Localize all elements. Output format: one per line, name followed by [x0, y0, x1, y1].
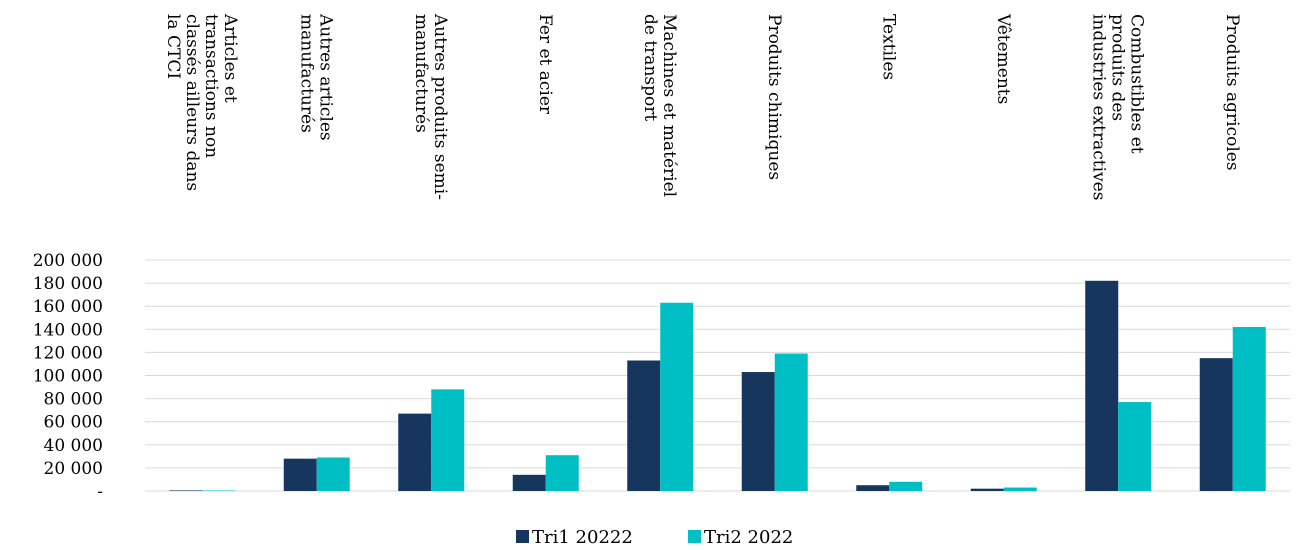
category-label: Vêtements	[993, 13, 1013, 104]
category-label-line: Combustibles et	[1126, 14, 1146, 154]
bar-tri2	[774, 353, 808, 491]
y-tick-label: 120 000	[33, 343, 103, 363]
bar-tri1	[512, 474, 546, 491]
category-label-line: Vêtements	[993, 13, 1013, 104]
y-tick-label: 140 000	[33, 320, 103, 340]
category-label: Autres produits semi-manufacturés	[411, 13, 450, 200]
category-label-line: Machines et matériel	[659, 14, 679, 197]
bar-tri1	[1085, 280, 1119, 491]
category-label-line: industries extractives	[1088, 14, 1108, 200]
y-tick-label: 160 000	[33, 297, 103, 317]
bar-tri2	[202, 490, 236, 491]
category-label: Fer et acier	[535, 14, 555, 115]
bar-tri1	[627, 360, 661, 491]
category-label-line: Articles et	[220, 13, 240, 103]
y-tick-label: 60 000	[44, 413, 103, 433]
y-tick-label: 100 000	[33, 367, 103, 387]
category-label-line: de transport	[640, 14, 660, 121]
category-label-line: produits des	[1107, 14, 1127, 121]
category-label-line: Autres produits semi-	[430, 13, 450, 200]
bar-tri2	[660, 302, 694, 491]
bar-tri1	[283, 458, 317, 491]
bar-tri2	[1118, 402, 1152, 491]
category-label-line: Produits agricoles	[1222, 14, 1242, 171]
y-tick-label: 180 000	[33, 274, 103, 294]
legend-item: Tri1 20222	[516, 527, 633, 548]
category-label: Produits agricoles	[1222, 14, 1242, 171]
bar-tri2	[1232, 326, 1266, 491]
legend: Tri1 20222 Tri2 2022	[516, 527, 793, 548]
y-tick-label: 20 000	[44, 459, 103, 479]
y-tick-label: 200 000	[33, 251, 103, 271]
legend-swatch	[516, 530, 529, 543]
bar-tri1	[398, 413, 432, 491]
y-tick-label: 80 000	[44, 390, 103, 410]
y-tick-label: -	[97, 482, 103, 502]
category-label-line: Textiles	[878, 14, 898, 80]
category-label-line: manufacturés	[411, 14, 431, 133]
category-label-line: Fer et acier	[535, 14, 555, 115]
bar-tri1	[1199, 358, 1233, 491]
bar-tri1	[856, 485, 890, 491]
bar-tri2	[889, 481, 923, 491]
bar-tri2	[1003, 487, 1037, 491]
bars	[169, 280, 1266, 491]
category-label-line: manufacturés	[296, 14, 316, 133]
legend-label: Tri1 20222	[532, 527, 633, 548]
legend-item: Tri2 2022	[688, 527, 793, 548]
y-tick-label: 40 000	[44, 436, 103, 456]
bar-tri2	[316, 457, 350, 491]
bar-tri1	[741, 372, 775, 491]
bar-tri2	[431, 389, 465, 491]
category-label-line: la CTCI	[163, 14, 183, 79]
bar-tri2	[545, 455, 579, 491]
legend-swatch	[688, 530, 701, 543]
category-label: Textiles	[878, 14, 898, 80]
bar-tri1	[169, 490, 203, 491]
y-axis-tick-labels: - 20 000 40 000 60 000 80 000 100 000 120 000 1…	[33, 251, 103, 502]
category-label-line: classés ailleurs dans	[182, 14, 202, 191]
category-label-line: Produits chimiques	[764, 14, 784, 180]
category-label: Produits chimiques	[764, 14, 784, 180]
category-label-line: transactions non	[201, 14, 221, 158]
legend-label: Tri2 2022	[704, 527, 793, 548]
bar-tri1	[970, 488, 1004, 491]
category-label-line: Autres articles	[315, 13, 335, 141]
